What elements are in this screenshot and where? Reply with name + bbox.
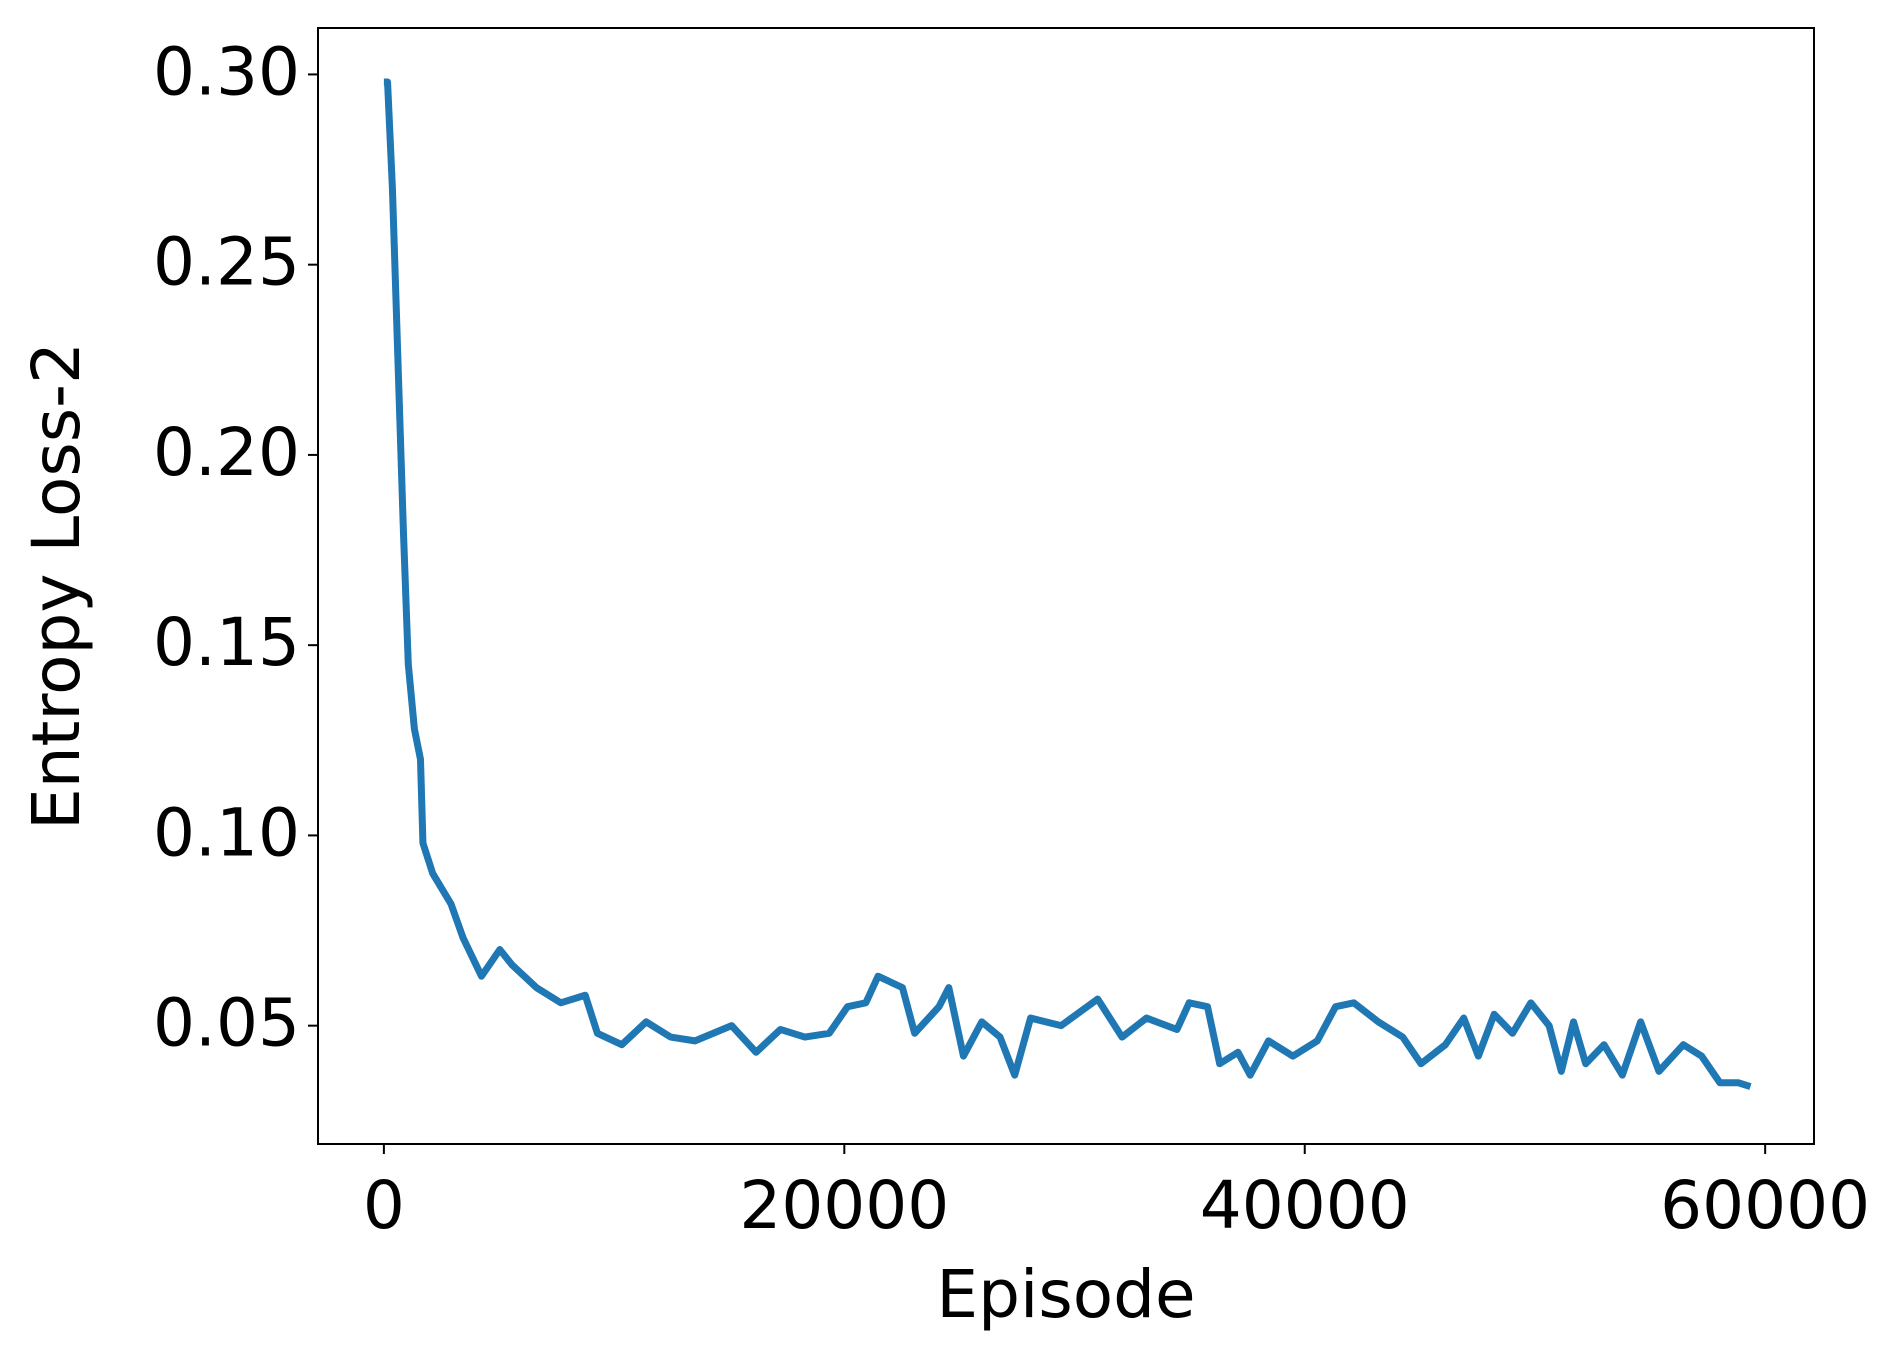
x-tick-label: 60000 <box>1660 1167 1870 1244</box>
y-tick-label: 0.30 <box>153 33 300 110</box>
y-tick-label: 0.05 <box>153 985 300 1062</box>
y-tick-label: 0.20 <box>153 414 300 491</box>
y-axis-label: Entropy Loss-2 <box>18 342 95 830</box>
x-tick-label: 0 <box>363 1167 405 1244</box>
plot-frame <box>317 27 1815 1145</box>
line-series <box>383 78 1752 1090</box>
x-tick-label: 20000 <box>739 1167 949 1244</box>
y-tick-label: 0.10 <box>153 794 300 871</box>
x-tick-label: 40000 <box>1200 1167 1410 1244</box>
x-axis-label: Episode <box>936 1256 1195 1333</box>
y-tick-label: 0.15 <box>153 604 300 681</box>
y-tick-label: 0.25 <box>153 224 300 301</box>
